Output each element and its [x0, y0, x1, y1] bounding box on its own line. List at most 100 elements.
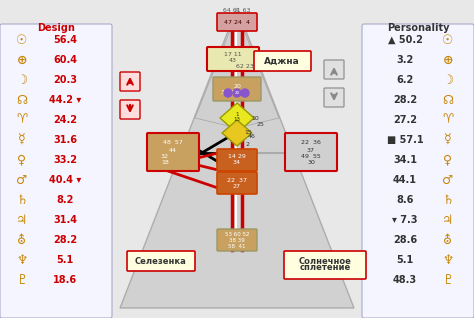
Text: ☿: ☿	[444, 134, 452, 147]
Text: 33.2: 33.2	[53, 155, 77, 165]
Text: ♇: ♇	[442, 273, 454, 287]
Text: 28.2: 28.2	[53, 235, 77, 245]
Text: ⊕: ⊕	[17, 53, 27, 66]
Text: ♂: ♂	[17, 174, 27, 186]
Text: 5.1: 5.1	[396, 255, 414, 265]
Text: 2: 2	[246, 142, 250, 147]
FancyBboxPatch shape	[147, 133, 199, 171]
FancyBboxPatch shape	[217, 172, 257, 194]
Text: 40.4 ▾: 40.4 ▾	[49, 175, 81, 185]
FancyBboxPatch shape	[213, 77, 261, 101]
Text: 28.6: 28.6	[393, 235, 417, 245]
Text: ☽: ☽	[442, 73, 454, 86]
Text: 32: 32	[161, 154, 169, 158]
Text: ⊕: ⊕	[443, 53, 453, 66]
Text: ♆: ♆	[442, 253, 454, 266]
Text: ☉: ☉	[442, 33, 454, 46]
Text: ⛢: ⛢	[444, 233, 453, 246]
Text: ♃: ♃	[17, 213, 27, 226]
Text: 53 60 52: 53 60 52	[225, 232, 249, 238]
Text: 28.2: 28.2	[393, 95, 417, 105]
Text: 27: 27	[233, 183, 241, 189]
Text: 47 24  4: 47 24 4	[224, 19, 250, 24]
Text: 64 61 63: 64 61 63	[223, 8, 251, 12]
Text: сплетение: сплетение	[300, 264, 351, 273]
FancyBboxPatch shape	[217, 13, 257, 31]
Text: 20.3: 20.3	[53, 75, 77, 85]
Text: 31 33: 31 33	[221, 91, 239, 95]
Text: 44.2 ▾: 44.2 ▾	[49, 95, 81, 105]
Text: ▾ 7.3: ▾ 7.3	[392, 215, 418, 225]
Text: 34: 34	[233, 160, 241, 164]
Polygon shape	[120, 8, 354, 308]
Text: ♆: ♆	[17, 253, 27, 266]
Text: 37: 37	[307, 148, 315, 153]
FancyBboxPatch shape	[362, 24, 474, 318]
Circle shape	[241, 89, 249, 97]
Text: 20: 20	[233, 84, 241, 88]
FancyBboxPatch shape	[217, 149, 257, 171]
Text: 44.1: 44.1	[393, 175, 417, 185]
Text: 49  55: 49 55	[301, 154, 321, 158]
Text: ♀: ♀	[444, 154, 453, 167]
Text: 10: 10	[251, 115, 259, 121]
Text: Аджна: Аджна	[264, 57, 300, 66]
Text: ♈: ♈	[442, 114, 454, 127]
Text: ♄: ♄	[442, 193, 454, 206]
Text: 43: 43	[229, 58, 237, 63]
Text: 56.4: 56.4	[53, 35, 77, 45]
Text: 3.2: 3.2	[396, 55, 414, 65]
Text: 48.3: 48.3	[393, 275, 417, 285]
Circle shape	[224, 89, 232, 97]
Text: Селезенка: Селезенка	[135, 257, 187, 266]
Text: 30: 30	[307, 160, 315, 164]
Text: 24.2: 24.2	[53, 115, 77, 125]
Text: 31.6: 31.6	[53, 135, 77, 145]
Text: 38 39: 38 39	[229, 238, 245, 244]
Text: ♂: ♂	[442, 174, 454, 186]
FancyBboxPatch shape	[217, 229, 257, 251]
Text: 15: 15	[244, 129, 252, 135]
Text: 5.1: 5.1	[56, 255, 73, 265]
Text: 25: 25	[256, 122, 264, 128]
Text: Design: Design	[37, 23, 75, 33]
Text: 17 11: 17 11	[224, 52, 242, 57]
Text: 1
13: 1 13	[234, 112, 240, 122]
Text: 18.6: 18.6	[53, 275, 77, 285]
Polygon shape	[222, 120, 252, 146]
FancyBboxPatch shape	[254, 51, 311, 71]
FancyBboxPatch shape	[324, 60, 344, 79]
Text: 60.4: 60.4	[53, 55, 77, 65]
Polygon shape	[220, 103, 254, 133]
Text: Солнечное: Солнечное	[299, 257, 351, 266]
FancyBboxPatch shape	[285, 133, 337, 171]
Text: 62 23: 62 23	[236, 64, 254, 68]
Circle shape	[233, 89, 241, 97]
Text: 22  37: 22 37	[227, 177, 247, 183]
Text: 8.2: 8.2	[56, 195, 73, 205]
FancyBboxPatch shape	[284, 251, 366, 279]
Text: ♇: ♇	[17, 273, 27, 287]
Text: 8.6: 8.6	[396, 195, 414, 205]
FancyBboxPatch shape	[127, 251, 195, 271]
Text: ♈: ♈	[17, 114, 27, 127]
Text: 22  36: 22 36	[301, 141, 321, 146]
Polygon shape	[195, 13, 279, 128]
Text: ♀: ♀	[18, 154, 27, 167]
Text: ☽: ☽	[17, 73, 27, 86]
Text: 6.2: 6.2	[396, 75, 414, 85]
Text: 58  41: 58 41	[228, 245, 246, 250]
Text: Personality: Personality	[387, 23, 449, 33]
Text: ☊: ☊	[17, 93, 27, 107]
Text: ☊: ☊	[442, 93, 454, 107]
FancyBboxPatch shape	[324, 88, 344, 107]
FancyBboxPatch shape	[120, 100, 140, 119]
Text: 27.2: 27.2	[393, 115, 417, 125]
FancyBboxPatch shape	[207, 47, 259, 71]
Text: 18: 18	[161, 160, 169, 164]
Text: 31.4: 31.4	[53, 215, 77, 225]
Text: ☉: ☉	[17, 33, 27, 46]
Text: ♃: ♃	[442, 213, 454, 226]
Text: ■ 57.1: ■ 57.1	[387, 135, 423, 145]
Text: 48  57: 48 57	[163, 141, 183, 146]
